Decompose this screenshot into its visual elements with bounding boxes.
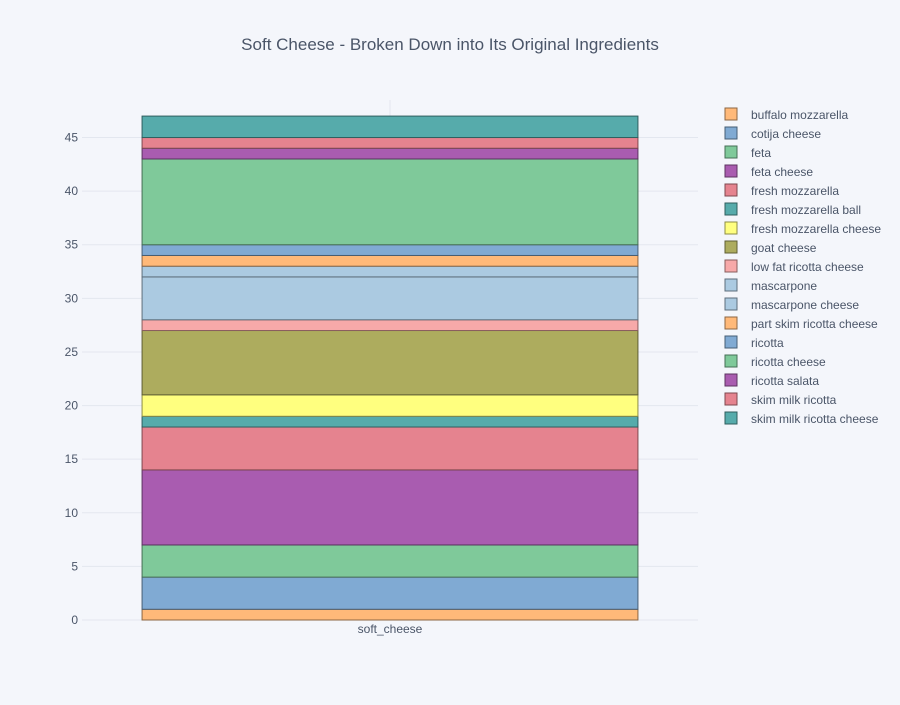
legend-item[interactable]: low fat ricotta cheese [724, 259, 864, 274]
legend: buffalo mozzarella cotija cheese feta feta … [724, 107, 881, 426]
legend-label: ricotta cheese [751, 355, 826, 369]
bar-segment-fresh-mozzarella-ball[interactable] [141, 415, 639, 428]
legend-item[interactable]: ricotta salata [724, 373, 819, 388]
bar-segment-fresh-mozzarella-cheese[interactable] [141, 394, 639, 417]
bar-segment-part-skim-ricotta-cheese[interactable] [141, 254, 639, 267]
bar-segment-mascarpone[interactable] [141, 276, 639, 321]
y-tick-label: 40 [65, 184, 79, 198]
bar-segment-fresh-mozzarella[interactable] [141, 426, 639, 471]
legend-label: low fat ricotta cheese [751, 260, 864, 274]
legend-item[interactable]: fresh mozzarella ball [724, 202, 861, 217]
legend-item[interactable]: feta cheese [724, 164, 813, 179]
bar-segment-goat-cheese[interactable] [141, 330, 639, 396]
legend-item[interactable]: goat cheese [724, 240, 817, 255]
legend-swatch [724, 259, 738, 273]
legend-label: fresh mozzarella cheese [751, 222, 881, 236]
legend-item[interactable]: part skim ricotta cheese [724, 316, 878, 331]
legend-swatch [724, 354, 738, 368]
y-tick-label: 35 [65, 238, 79, 252]
bar-segment-ricotta-salata[interactable] [141, 147, 639, 160]
legend-item[interactable]: buffalo mozzarella [724, 107, 848, 122]
legend-item[interactable]: mascarpone cheese [724, 297, 859, 312]
legend-item[interactable]: ricotta [724, 335, 784, 350]
bar-segment-skim-milk-ricotta[interactable] [141, 137, 639, 149]
legend-item[interactable]: fresh mozzarella cheese [724, 221, 881, 236]
bar-segment-cotija-cheese[interactable] [141, 576, 639, 610]
legend-label: buffalo mozzarella [751, 108, 848, 122]
legend-swatch [724, 145, 738, 159]
bar-segment-buffalo-mozzarella[interactable] [141, 608, 639, 621]
y-tick-label: 25 [65, 345, 79, 359]
legend-label: feta cheese [751, 165, 813, 179]
y-tick-label: 5 [71, 559, 78, 573]
legend-swatch [724, 126, 738, 140]
bar-segment-skim-milk-ricotta-cheese[interactable] [141, 115, 639, 139]
legend-item[interactable]: skim milk ricotta [724, 392, 837, 407]
legend-item[interactable]: ricotta cheese [724, 354, 826, 369]
legend-item[interactable]: cotija cheese [724, 126, 821, 141]
legend-swatch [724, 278, 738, 292]
axis-layer: 0 5 10 15 20 25 30 35 40 45 soft_cheese [65, 131, 423, 636]
legend-label: skim milk ricotta cheese [751, 412, 879, 426]
legend-label: ricotta salata [751, 374, 819, 388]
y-tick-label: 30 [65, 291, 79, 305]
bar-segment-ricotta-cheese[interactable] [141, 158, 639, 246]
legend-swatch [724, 221, 738, 235]
legend-swatch [724, 373, 738, 387]
legend-item[interactable]: skim milk ricotta cheese [724, 411, 879, 426]
legend-label: skim milk ricotta [751, 393, 837, 407]
legend-item[interactable]: mascarpone [724, 278, 817, 293]
legend-item[interactable]: fresh mozzarella [724, 183, 839, 198]
legend-swatch [724, 297, 738, 311]
bar-segment-feta-cheese[interactable] [141, 469, 639, 546]
legend-swatch [724, 240, 738, 254]
bar-segment-low-fat-ricotta-cheese[interactable] [141, 319, 639, 332]
legend-swatch [724, 335, 738, 349]
legend-label: mascarpone cheese [751, 298, 859, 312]
legend-swatch [724, 202, 738, 216]
y-tick-label: 45 [65, 131, 79, 145]
chart-title: Soft Cheese - Broken Down into Its Origi… [241, 35, 659, 54]
legend-swatch [724, 107, 738, 121]
legend-label: cotija cheese [751, 127, 821, 141]
legend-swatch [724, 392, 738, 406]
legend-swatch [724, 316, 738, 330]
legend-label: fresh mozzarella ball [751, 203, 861, 217]
legend-swatch [724, 164, 738, 178]
y-tick-label: 20 [65, 399, 79, 413]
y-tick-label: 10 [65, 506, 79, 520]
legend-label: ricotta [751, 336, 784, 350]
legend-label: feta [751, 146, 771, 160]
bar-segment-mascarpone-cheese[interactable] [141, 265, 639, 278]
bar-segment-ricotta[interactable] [141, 244, 639, 256]
legend-swatch [724, 183, 738, 197]
y-tick-label: 0 [71, 613, 78, 627]
legend-label: mascarpone [751, 279, 817, 293]
bars-layer [141, 115, 639, 621]
y-tick-label: 15 [65, 452, 79, 466]
legend-label: goat cheese [751, 241, 817, 255]
legend-item[interactable]: feta [724, 145, 771, 160]
bar-segment-feta[interactable] [141, 544, 639, 578]
x-tick-label: soft_cheese [358, 622, 423, 636]
legend-label: part skim ricotta cheese [751, 317, 878, 331]
legend-label: fresh mozzarella [751, 184, 839, 198]
legend-swatch [724, 411, 738, 425]
